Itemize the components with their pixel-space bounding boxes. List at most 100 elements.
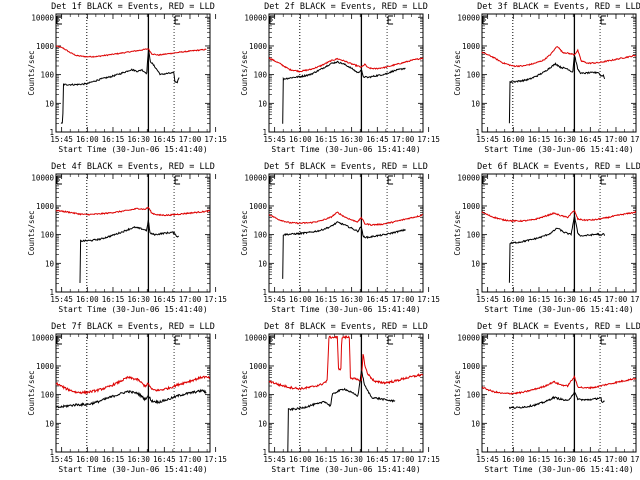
x-tick-label: 16:00 bbox=[76, 135, 99, 144]
y-tick-label: 1000 bbox=[36, 42, 55, 51]
y-tick-label: 1000 bbox=[249, 202, 268, 211]
y-tick-label: 1000 bbox=[462, 42, 481, 51]
y-axis-label: Counts/sec bbox=[27, 50, 36, 95]
y-tick-label: 10 bbox=[471, 259, 481, 268]
y-axis-label: Counts/sec bbox=[240, 370, 249, 415]
events-series-line bbox=[55, 388, 207, 409]
y-tick-label: 1 bbox=[262, 288, 267, 297]
e-flag-marker bbox=[56, 175, 62, 185]
x-tick-label: 16:15 bbox=[315, 135, 338, 144]
chart-panel-det-7f: Det 7f BLACK = Events, RED = LLD 1 10 100 10… bbox=[27, 322, 227, 474]
y-tick-label: 100 bbox=[40, 231, 54, 240]
chart-panel-det-9f: Det 9f BLACK = Events, RED = LLD 1 10 100 10… bbox=[453, 322, 640, 474]
x-tick-label: 15:45 bbox=[476, 455, 499, 464]
y-tick-label: 10 bbox=[258, 419, 268, 428]
y-tick-label: 100 bbox=[253, 391, 267, 400]
lld-series-line bbox=[268, 335, 424, 391]
x-tick-label: 15:45 bbox=[476, 135, 499, 144]
x-tick-label: 16:15 bbox=[528, 135, 551, 144]
lld-series-line bbox=[55, 45, 207, 58]
y-tick-label: 1 bbox=[475, 128, 480, 137]
y-tick-label: 1000 bbox=[462, 202, 481, 211]
x-tick-label: 17:00 bbox=[605, 295, 628, 304]
e-flag-marker bbox=[174, 335, 181, 345]
x-tick-label: 17:15 bbox=[204, 295, 227, 304]
y-tick-label: 10000 bbox=[244, 173, 267, 182]
y-tick-label: 10 bbox=[471, 99, 481, 108]
y-tick-label: 10 bbox=[258, 259, 268, 268]
x-tick-label: 17:15 bbox=[630, 135, 640, 144]
chart-title: Det 9f BLACK = Events, RED = LLD bbox=[477, 322, 640, 332]
lld-series-line bbox=[481, 46, 637, 68]
e-flag-marker bbox=[56, 15, 62, 25]
x-tick-label: 16:00 bbox=[289, 455, 312, 464]
x-tick-label: 16:00 bbox=[502, 295, 525, 304]
x-tick-label: 17:15 bbox=[204, 135, 227, 144]
y-tick-label: 10 bbox=[45, 99, 55, 108]
y-tick-label: 1 bbox=[49, 448, 54, 457]
plot-frame bbox=[481, 173, 637, 293]
events-series-line bbox=[287, 370, 396, 452]
chart-panel-det-5f: Det 5f BLACK = Events, RED = LLD 1 10 100 10… bbox=[240, 162, 440, 314]
x-axis-label: Start Time (30-Jun-06 15:41:40) bbox=[58, 145, 207, 154]
y-tick-label: 1 bbox=[475, 448, 480, 457]
x-axis-label: Start Time (30-Jun-06 15:41:40) bbox=[484, 305, 633, 314]
x-tick-label: 16:30 bbox=[340, 455, 363, 464]
x-tick-label: 15:45 bbox=[50, 455, 73, 464]
chart-title: Det 5f BLACK = Events, RED = LLD bbox=[264, 162, 428, 172]
x-tick-label: 17:00 bbox=[605, 455, 628, 464]
y-tick-label: 10000 bbox=[31, 13, 54, 22]
y-tick-label: 1000 bbox=[462, 362, 481, 371]
x-tick-label: 16:00 bbox=[289, 295, 312, 304]
y-axis-label: Counts/sec bbox=[453, 50, 462, 95]
y-tick-label: 1 bbox=[49, 288, 54, 297]
lld-series-line bbox=[268, 211, 424, 226]
x-tick-label: 17:15 bbox=[417, 455, 440, 464]
events-series-line bbox=[508, 54, 606, 124]
x-tick-label: 16:30 bbox=[553, 455, 576, 464]
x-tick-label: 17:15 bbox=[630, 295, 640, 304]
y-tick-label: 10 bbox=[45, 259, 55, 268]
y-axis-label: Counts/sec bbox=[453, 370, 462, 415]
x-tick-label: 16:45 bbox=[366, 135, 389, 144]
x-tick-label: 16:00 bbox=[289, 135, 312, 144]
e-flag-marker bbox=[600, 175, 607, 185]
y-tick-label: 10000 bbox=[244, 333, 267, 342]
x-axis-label: Start Time (30-Jun-06 15:41:40) bbox=[271, 145, 420, 154]
chart-title: Det 1f BLACK = Events, RED = LLD bbox=[51, 2, 215, 12]
x-tick-label: 17:00 bbox=[179, 455, 202, 464]
x-axis-label: Start Time (30-Jun-06 15:41:40) bbox=[58, 305, 207, 314]
y-tick-label: 1 bbox=[49, 128, 54, 137]
events-series-line bbox=[79, 220, 179, 284]
x-tick-label: 17:00 bbox=[179, 135, 202, 144]
x-tick-label: 16:45 bbox=[366, 295, 389, 304]
x-tick-label: 17:00 bbox=[179, 295, 202, 304]
chart-panel-det-6f: Det 6f BLACK = Events, RED = LLD 1 10 100 10… bbox=[453, 162, 640, 314]
y-tick-label: 1 bbox=[475, 288, 480, 297]
y-axis-label: Counts/sec bbox=[27, 370, 36, 415]
lld-series-line bbox=[268, 57, 424, 73]
plot-frame bbox=[55, 173, 211, 293]
y-tick-label: 100 bbox=[40, 71, 54, 80]
chart-panel-det-4f: Det 4f BLACK = Events, RED = LLD 1 10 100 10… bbox=[27, 162, 227, 314]
plot-frame bbox=[55, 333, 211, 453]
x-tick-label: 16:00 bbox=[502, 135, 525, 144]
lld-series-line bbox=[481, 209, 637, 223]
e-flag-marker bbox=[269, 15, 275, 25]
events-series-line bbox=[282, 60, 406, 124]
y-tick-label: 10000 bbox=[31, 333, 54, 342]
e-flag-marker bbox=[387, 335, 394, 345]
y-axis-label: Counts/sec bbox=[240, 50, 249, 95]
y-tick-label: 10000 bbox=[457, 13, 480, 22]
chart-title: Det 6f BLACK = Events, RED = LLD bbox=[477, 162, 640, 172]
y-tick-label: 10000 bbox=[244, 13, 267, 22]
x-tick-label: 16:15 bbox=[315, 455, 338, 464]
y-tick-label: 100 bbox=[466, 391, 480, 400]
x-tick-label: 17:15 bbox=[204, 455, 227, 464]
events-series-line bbox=[508, 215, 606, 283]
plot-frame bbox=[55, 13, 211, 133]
x-tick-label: 16:30 bbox=[553, 295, 576, 304]
x-tick-label: 16:15 bbox=[528, 455, 551, 464]
y-tick-label: 100 bbox=[466, 231, 480, 240]
plot-frame bbox=[268, 333, 424, 453]
